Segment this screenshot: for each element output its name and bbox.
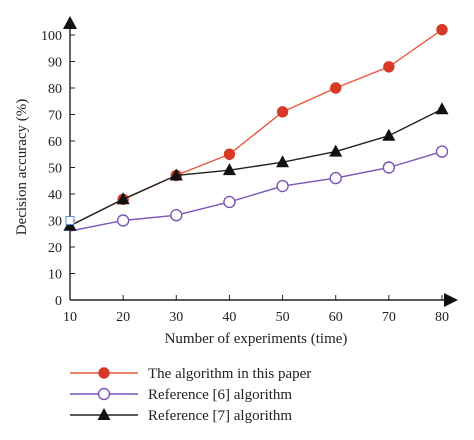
data-point [170, 208, 183, 222]
data-point [116, 192, 130, 205]
data-point [329, 144, 343, 157]
legend-label: Reference [6] algorithm [148, 387, 292, 403]
legend-item-1: The algorithm in this paper [70, 366, 311, 382]
data-point [169, 168, 183, 181]
y-tick-label: 0 [55, 294, 62, 309]
x-tick-label: 70 [382, 310, 396, 325]
data-point [276, 106, 289, 118]
data-point [436, 24, 448, 36]
y-tick-label: 90 [48, 56, 62, 71]
y-tick-label: 80 [48, 82, 62, 97]
series-line [69, 150, 443, 232]
y-tick-label: 10 [48, 268, 62, 283]
y-axis-title: Decision accuracy (%) [14, 99, 30, 236]
data-point [116, 214, 130, 227]
y-tick-label: 30 [48, 215, 62, 230]
series-line [69, 108, 443, 227]
x-tick-label: 80 [435, 310, 449, 325]
series-3 [63, 102, 449, 231]
data-point [276, 179, 289, 193]
series-1 [69, 24, 448, 227]
data-point [276, 155, 290, 168]
x-tick-label: 10 [63, 310, 77, 325]
y-tick-label: 50 [48, 162, 62, 177]
y-tick-label: 100 [41, 29, 62, 44]
plot-area [63, 24, 449, 232]
x-tick-label: 40 [222, 310, 236, 325]
legend-label: The algorithm in this paper [148, 366, 311, 382]
legend-marker [97, 387, 111, 401]
legend-item-2: Reference [6] algorithm [70, 387, 292, 403]
x-axis-title: Number of experiments (time) [165, 331, 348, 347]
x-tick-label: 20 [116, 310, 130, 325]
legend-label: Reference [7] algorithm [148, 408, 292, 424]
x-tick-label: 30 [169, 310, 183, 325]
axis-start-marker [65, 216, 75, 225]
data-point [382, 161, 396, 174]
data-point [223, 195, 236, 209]
data-point [223, 148, 236, 160]
data-point [382, 128, 396, 141]
data-point [435, 102, 449, 115]
y-tick-label: 70 [48, 109, 62, 124]
data-point [383, 61, 395, 73]
y-axis-arrow [63, 16, 77, 29]
data-point [435, 145, 449, 158]
y-tick-label: 20 [48, 241, 62, 256]
data-point [329, 171, 342, 185]
series-2 [69, 145, 449, 232]
data-point [330, 82, 342, 94]
legend: The algorithm in this paper Reference [6]… [70, 366, 311, 424]
data-point [222, 163, 236, 176]
x-tick-label: 50 [276, 310, 290, 325]
y-tick-label: 60 [48, 135, 62, 150]
legend-item-3: Reference [7] algorithm [70, 408, 292, 424]
legend-marker [98, 367, 110, 379]
x-axis-arrow [444, 293, 458, 307]
x-tick-label: 60 [329, 310, 343, 325]
y-tick-label: 40 [48, 188, 62, 203]
legend-marker [97, 408, 111, 420]
